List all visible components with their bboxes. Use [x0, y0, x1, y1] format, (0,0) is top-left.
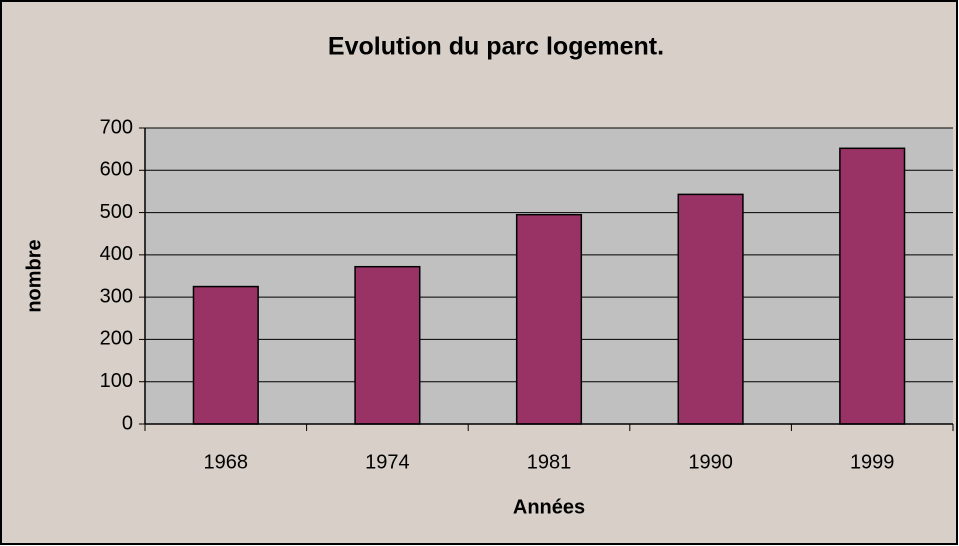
bar [677, 193, 744, 425]
bar [354, 265, 421, 425]
x-tick-label: 1990 [688, 451, 733, 473]
y-tick-label: 400 [100, 243, 133, 265]
chart-title: Evolution du parc logement. [328, 33, 664, 61]
x-tick-label: 1981 [527, 451, 572, 473]
x-tick-label: 1968 [204, 451, 249, 473]
y-tick-label: 100 [100, 370, 133, 392]
bar [839, 147, 906, 425]
x-tick-label: 1974 [365, 451, 410, 473]
y-tick-label: 700 [100, 116, 133, 138]
y-tick-label: 300 [100, 285, 133, 307]
y-tick-label: 500 [100, 201, 133, 223]
bar [192, 285, 259, 425]
y-tick-label: 200 [100, 328, 133, 350]
y-tick-label: 0 [122, 412, 133, 434]
bar [515, 213, 583, 425]
y-axis-label: nombre [23, 239, 45, 312]
x-axis-label: Années [513, 496, 585, 518]
y-tick-label: 600 [100, 159, 133, 181]
x-tick-label: 1999 [850, 451, 895, 473]
